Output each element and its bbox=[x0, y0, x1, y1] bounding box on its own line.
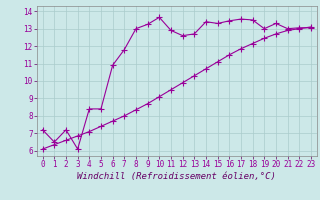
X-axis label: Windchill (Refroidissement éolien,°C): Windchill (Refroidissement éolien,°C) bbox=[77, 172, 276, 181]
